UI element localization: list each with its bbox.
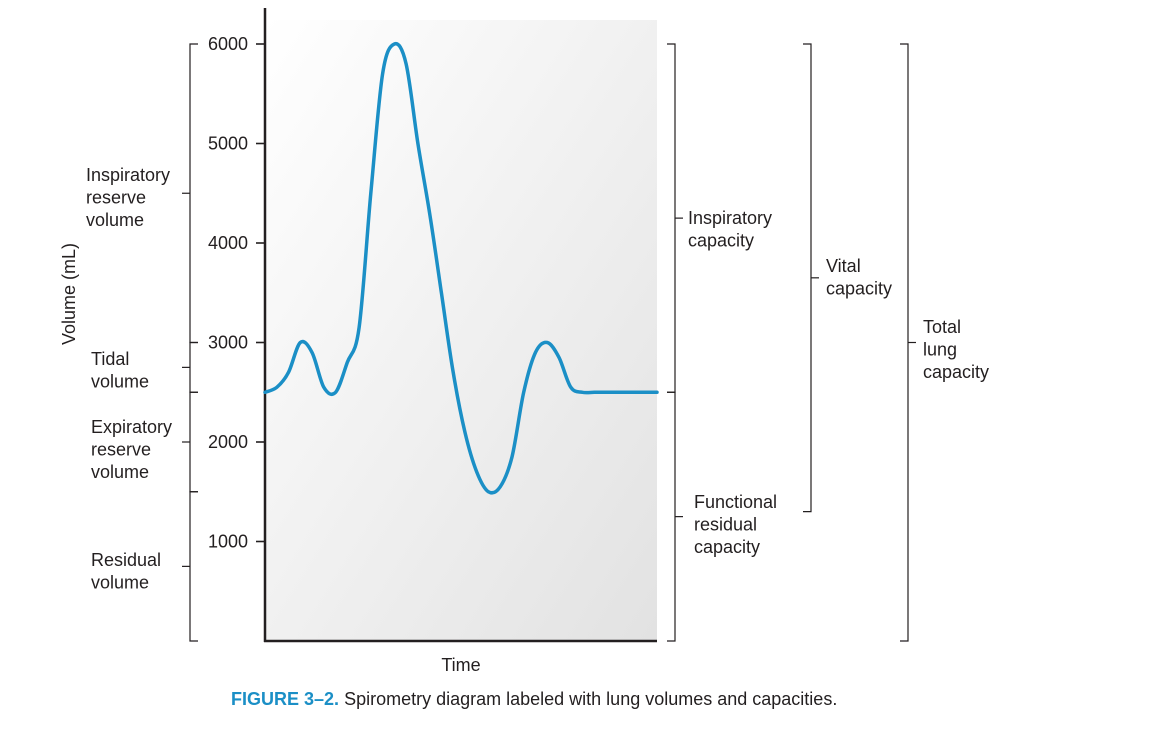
capacity-3-bracket xyxy=(900,43,909,642)
volume-1-label-line: Tidal xyxy=(91,349,129,369)
figure-number: FIGURE 3–2. xyxy=(231,689,340,709)
plot-background xyxy=(265,20,657,641)
volume-3-bracket xyxy=(189,491,198,642)
y-tick-label: 2000 xyxy=(208,432,248,452)
y-tick-label: 1000 xyxy=(208,532,248,552)
capacity-1-label-line: Functional xyxy=(694,492,777,512)
y-tick-label: 4000 xyxy=(208,233,248,253)
volume-2-label-line: volume xyxy=(91,462,149,482)
capacity-1-label: Functional residual capacity xyxy=(694,492,777,557)
capacity-2-label-line: capacity xyxy=(826,279,892,299)
y-tick-label: 5000 xyxy=(208,134,248,154)
volume-1-label-line: volume xyxy=(91,372,149,392)
y-axis-label: Volume (mL) xyxy=(59,243,79,345)
volume-3-label: Residual volume xyxy=(91,550,161,593)
capacity-1-label-line: residual xyxy=(694,515,757,535)
capacity-0-bracket xyxy=(667,43,676,393)
series-line-volume xyxy=(263,41,659,495)
volume-2-label-line: reserve xyxy=(91,440,151,460)
capacity-2-label: Vital capacity xyxy=(826,256,892,299)
volume-1-bracket xyxy=(189,341,198,393)
volume-3-label-line: volume xyxy=(91,573,149,593)
capacity-0-label-line: capacity xyxy=(688,231,754,251)
capacity-3-label: Total lung capacity xyxy=(923,317,989,382)
capacity-3-label-line: lung xyxy=(923,340,957,360)
caption-text: Spirometry diagram labeled with lung vol… xyxy=(344,689,838,709)
capacity-1-label-line: capacity xyxy=(694,537,760,557)
y-tick-label: 6000 xyxy=(208,34,248,54)
volume-1-label: Tidal volume xyxy=(91,349,149,392)
volume-2-bracket xyxy=(189,391,198,493)
capacity-1-bracket xyxy=(667,391,676,642)
x-axis-label: Time xyxy=(441,655,480,675)
figure-caption: FIGURE 3–2. Spirometry diagram labeled w… xyxy=(231,689,837,710)
volume-0-label-line: reserve xyxy=(86,188,146,208)
volume-2-label-line: Expiratory xyxy=(91,417,172,437)
y-ticks: 1000 2000 3000 4000 5000 6000 xyxy=(208,34,265,552)
capacity-3-label-line: Total xyxy=(923,317,961,337)
capacity-3-label-line: capacity xyxy=(923,362,989,382)
volume-0-label-line: volume xyxy=(86,210,144,230)
capacity-2-bracket xyxy=(803,43,812,513)
y-tick-label: 3000 xyxy=(208,333,248,353)
capacity-0-label: Inspiratory capacity xyxy=(688,208,772,251)
volume-0-label: Inspiratory reserve volume xyxy=(86,165,170,230)
volume-0-label-line: Inspiratory xyxy=(86,165,170,185)
volume-3-label-line: Residual xyxy=(91,550,161,570)
capacity-0-label-line: Inspiratory xyxy=(688,208,772,228)
axes xyxy=(263,8,657,643)
volume-2-label: Expiratory reserve volume xyxy=(91,417,172,482)
capacity-2-label-line: Vital xyxy=(826,256,861,276)
volume-0-bracket xyxy=(189,43,198,344)
